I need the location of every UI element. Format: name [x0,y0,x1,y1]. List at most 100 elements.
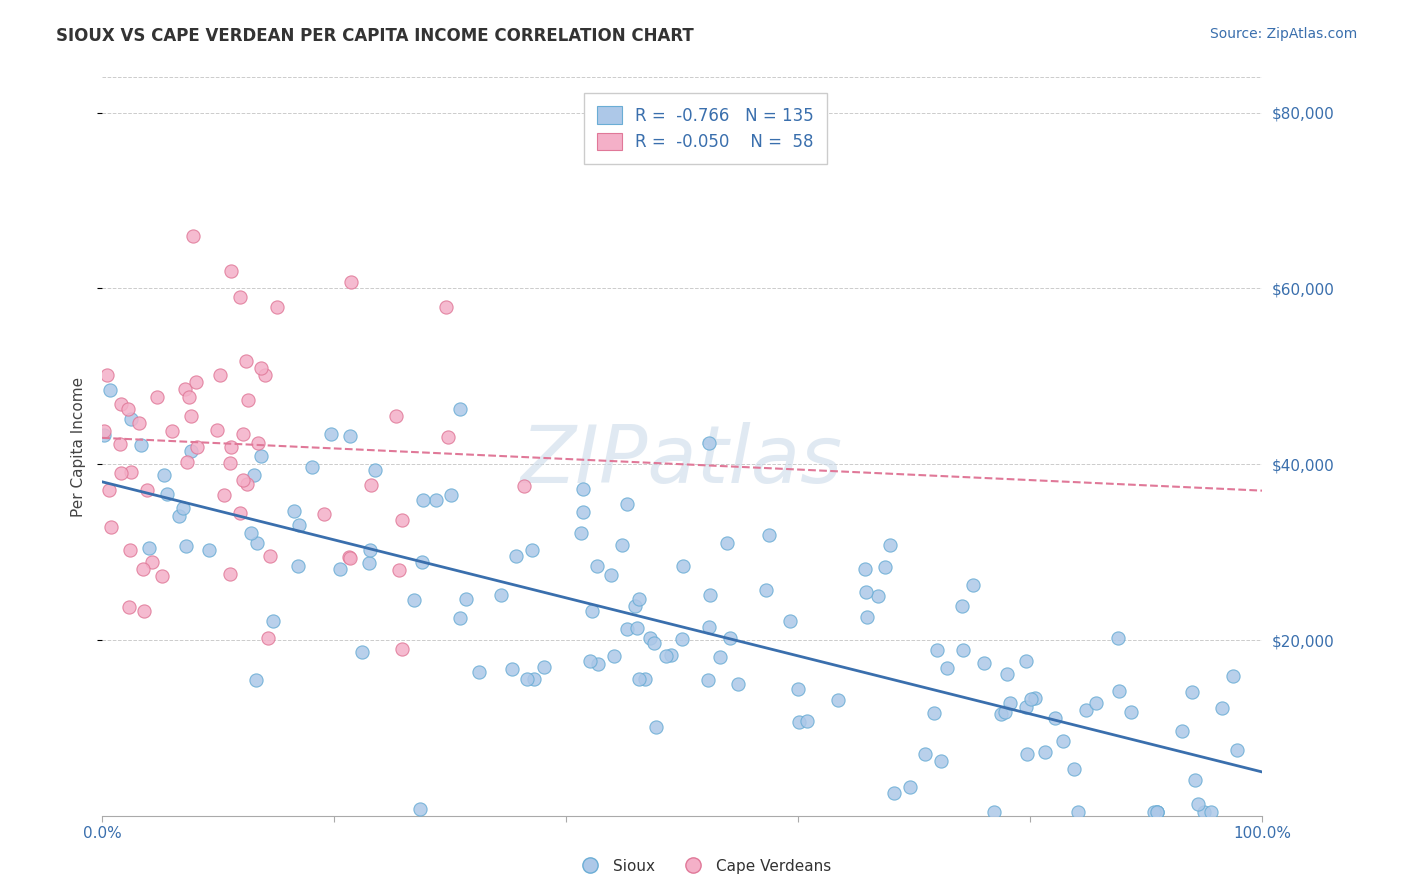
Point [796,714,818,729]
Point [98,483,121,498]
Point [856,609,879,624]
Point [1142,805,1164,819]
Point [628,673,651,687]
Point [183,228,205,243]
Point [412,493,434,508]
Point [253,368,276,383]
Point [359,556,381,570]
Point [93,424,115,438]
Point [219,264,242,278]
Point [440,488,463,502]
Point [787,681,810,696]
Point [1024,691,1046,706]
Text: SIOUX VS CAPE VERDEAN PER CAPITA INCOME CORRELATION CHART: SIOUX VS CAPE VERDEAN PER CAPITA INCOME … [56,27,695,45]
Point [456,592,478,607]
Point [301,460,323,475]
Point [505,549,527,563]
Point [1184,772,1206,787]
Point [120,543,142,558]
Point [262,614,284,628]
Point [1171,724,1194,739]
Point [172,500,194,515]
Point [437,430,460,444]
Point [245,673,267,687]
Point [1015,747,1038,761]
Point [1052,733,1074,747]
Point [1180,685,1202,699]
Point [186,440,208,454]
Point [623,599,645,613]
Point [603,649,626,664]
Point [100,383,122,397]
Point [120,465,142,479]
Legend: Sioux, Cape Verdeans: Sioux, Cape Verdeans [568,853,838,880]
Point [1146,805,1168,819]
Point [120,412,142,426]
Point [283,504,305,518]
Point [360,478,382,492]
Point [699,435,721,450]
Point [239,525,262,540]
Point [588,657,610,672]
Point [135,483,157,497]
Point [229,507,252,521]
Point [409,802,432,816]
Point [628,592,651,607]
Point [489,588,512,602]
Point [855,584,877,599]
Point [339,551,361,566]
Point [339,549,361,564]
Point [1226,743,1249,757]
Point [925,643,948,657]
Point [250,450,273,464]
Point [520,543,543,558]
Point [425,493,447,508]
Point [643,635,665,649]
Point [523,672,546,686]
Point [827,693,849,707]
Point [1067,805,1090,819]
Point [110,397,132,411]
Point [236,392,259,407]
Point [176,455,198,469]
Point [1019,691,1042,706]
Point [626,621,648,635]
Point [572,504,595,518]
Point [150,569,173,583]
Point [232,473,254,487]
Point [198,542,221,557]
Point [243,467,266,482]
Point [184,375,207,389]
Point [312,507,335,521]
Point [990,706,1012,721]
Point [998,696,1021,710]
Point [117,402,139,417]
Point [257,631,280,645]
Point [995,667,1018,681]
Point [709,649,731,664]
Point [983,805,1005,819]
Point [1146,805,1168,819]
Point [962,578,984,592]
Point [259,549,281,563]
Point [634,672,657,686]
Point [935,661,957,675]
Point [922,706,945,720]
Point [174,382,197,396]
Point [229,290,252,304]
Point [167,508,190,523]
Point [132,562,155,576]
Point [586,559,609,574]
Point [232,427,254,442]
Point [146,390,169,404]
Point [952,642,974,657]
Point [288,517,311,532]
Point [118,599,141,614]
Point [138,541,160,555]
Point [141,556,163,570]
Text: ZIPatlas: ZIPatlas [522,423,844,500]
Point [287,559,309,574]
Y-axis label: Per Capita Income: Per Capita Income [72,376,86,516]
Point [616,623,638,637]
Point [329,562,352,576]
